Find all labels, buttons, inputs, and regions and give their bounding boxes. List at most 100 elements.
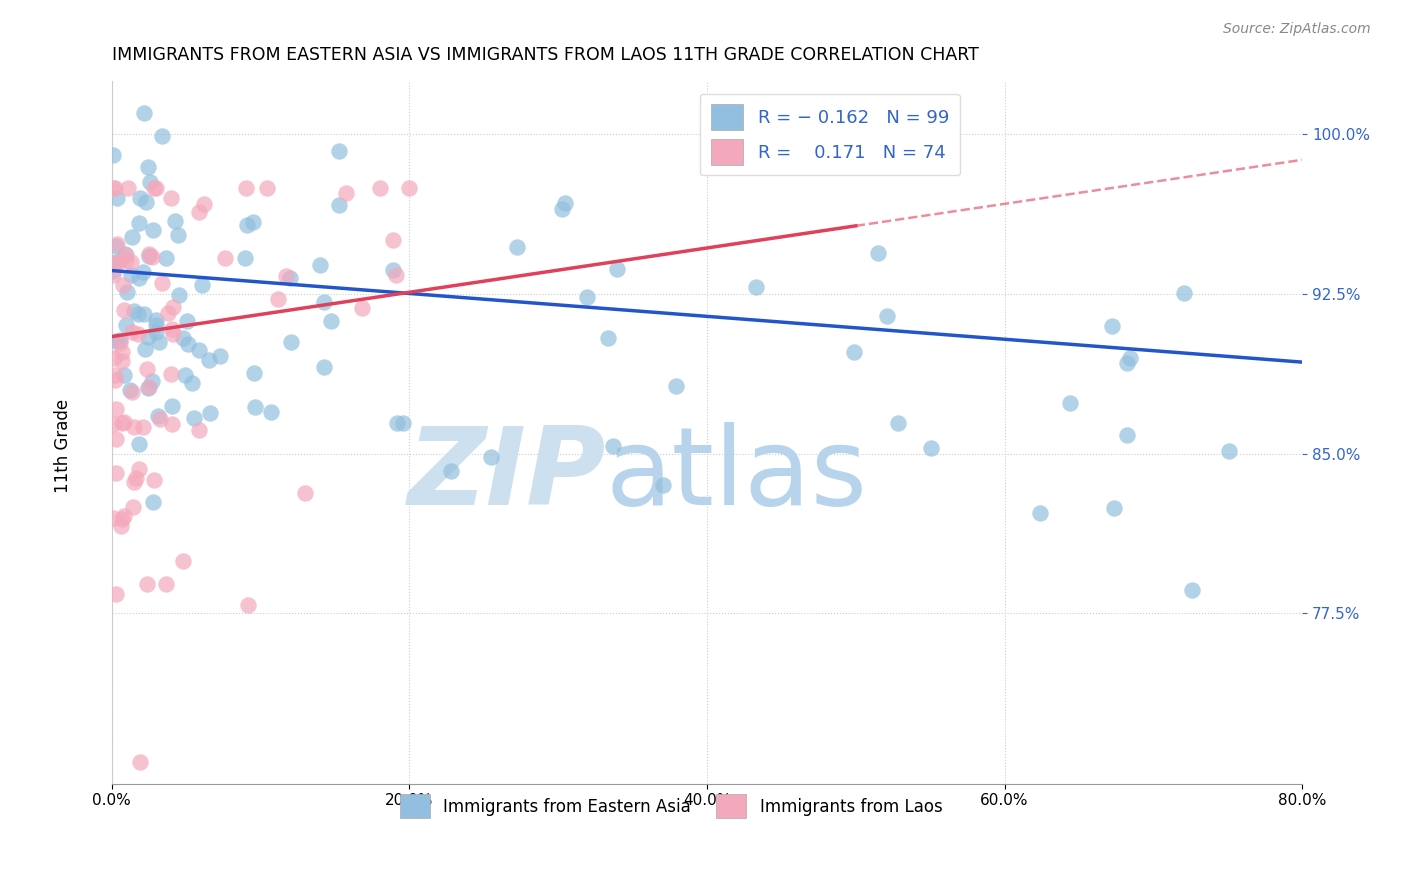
- Point: [1173, 285, 1195, 300]
- Point: [149, 411, 172, 425]
- Point: [121, 385, 143, 400]
- Point: [479, 450, 502, 464]
- Point: [160, 367, 183, 381]
- Point: [127, 327, 149, 342]
- Point: [1181, 583, 1204, 598]
- Point: [122, 420, 145, 434]
- Point: [138, 380, 160, 394]
- Point: [1101, 318, 1123, 333]
- Point: [920, 441, 942, 455]
- Text: Source: ZipAtlas.com: Source: ZipAtlas.com: [1223, 22, 1371, 37]
- Point: [103, 417, 125, 431]
- Point: [105, 587, 128, 601]
- Point: [103, 180, 125, 194]
- Point: [162, 300, 184, 314]
- Point: [596, 331, 619, 345]
- Point: [105, 334, 128, 348]
- Point: [309, 258, 332, 272]
- Point: [328, 197, 350, 211]
- Point: [165, 214, 187, 228]
- Point: [136, 381, 159, 395]
- Text: ZIP: ZIP: [408, 422, 606, 527]
- Point: [243, 400, 266, 414]
- Point: [174, 368, 197, 382]
- Point: [114, 248, 136, 262]
- Point: [138, 247, 160, 261]
- Point: [146, 409, 169, 424]
- Point: [145, 313, 167, 327]
- Point: [159, 191, 181, 205]
- Point: [141, 250, 163, 264]
- Point: [1116, 356, 1139, 370]
- Point: [112, 368, 135, 382]
- Point: [128, 436, 150, 450]
- Point: [235, 180, 257, 194]
- Point: [104, 255, 127, 269]
- Point: [136, 330, 159, 344]
- Point: [187, 423, 209, 437]
- Point: [148, 335, 170, 350]
- Text: IMMIGRANTS FROM EASTERN ASIA VS IMMIGRANTS FROM LAOS 11TH GRADE CORRELATION CHAR: IMMIGRANTS FROM EASTERN ASIA VS IMMIGRAN…: [111, 46, 979, 64]
- Point: [121, 500, 143, 514]
- Point: [134, 342, 156, 356]
- Point: [141, 374, 163, 388]
- Point: [551, 202, 574, 216]
- Point: [665, 379, 688, 393]
- Point: [155, 251, 177, 265]
- Point: [120, 268, 142, 283]
- Point: [143, 180, 166, 194]
- Point: [156, 306, 179, 320]
- Point: [120, 383, 142, 397]
- Point: [122, 304, 145, 318]
- Point: [1102, 501, 1125, 516]
- Point: [398, 180, 420, 194]
- Point: [506, 240, 529, 254]
- Point: [108, 333, 131, 347]
- Point: [652, 478, 675, 492]
- Point: [844, 345, 866, 359]
- Point: [132, 420, 155, 434]
- Point: [105, 237, 128, 252]
- Point: [135, 577, 157, 591]
- Point: [193, 197, 215, 211]
- Point: [103, 180, 125, 194]
- Point: [145, 325, 167, 339]
- Point: [312, 359, 335, 374]
- Point: [107, 191, 129, 205]
- Point: [256, 180, 278, 194]
- Point: [115, 252, 138, 267]
- Point: [138, 249, 160, 263]
- Point: [142, 494, 165, 508]
- Point: [312, 294, 335, 309]
- Point: [1119, 351, 1142, 366]
- Point: [188, 205, 211, 219]
- Point: [103, 263, 125, 277]
- Point: [554, 195, 576, 210]
- Point: [132, 106, 155, 120]
- Point: [111, 344, 134, 359]
- Point: [121, 229, 143, 244]
- Point: [128, 756, 150, 770]
- Point: [150, 277, 173, 291]
- Point: [197, 352, 219, 367]
- Point: [111, 278, 134, 293]
- Legend: Immigrants from Eastern Asia, Immigrants from Laos: Immigrants from Eastern Asia, Immigrants…: [394, 788, 949, 824]
- Point: [105, 402, 128, 417]
- Point: [111, 417, 134, 431]
- Point: [384, 268, 406, 282]
- Point: [385, 416, 408, 430]
- Point: [392, 416, 415, 430]
- Point: [145, 318, 167, 333]
- Point: [294, 485, 316, 500]
- Point: [128, 216, 150, 230]
- Point: [176, 313, 198, 327]
- Point: [1116, 427, 1139, 442]
- Point: [142, 223, 165, 237]
- Point: [136, 160, 159, 174]
- Point: [187, 343, 209, 357]
- Point: [381, 263, 404, 277]
- Point: [166, 228, 188, 243]
- Point: [143, 473, 166, 487]
- Point: [370, 180, 392, 194]
- Point: [121, 325, 143, 339]
